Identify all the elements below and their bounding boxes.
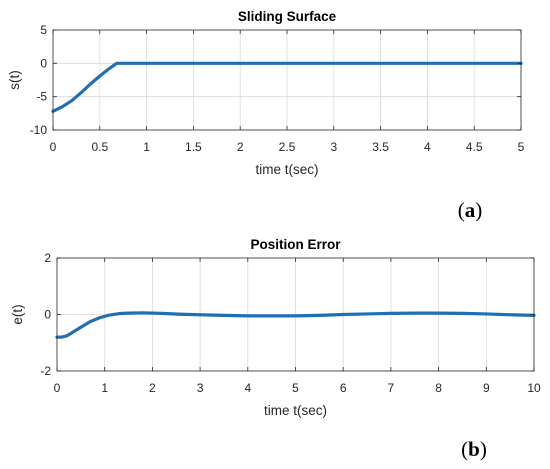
x-tick-label: 4.5 (466, 140, 483, 154)
y-tick-label: 0 (44, 308, 51, 322)
x-tick-label: 1 (143, 140, 150, 154)
y-tick-label: 5 (40, 23, 47, 37)
x-tick-label: 4 (244, 381, 251, 395)
x-tick-label: 3 (330, 140, 337, 154)
x-tick-label: 3 (197, 381, 204, 395)
x-axis-label: time t(sec) (264, 403, 327, 418)
x-tick-label: 1 (101, 381, 108, 395)
x-tick-label: 6 (340, 381, 347, 395)
x-tick-label: 5 (518, 140, 525, 154)
chart-title: Position Error (250, 237, 341, 252)
x-tick-label: 4 (424, 140, 431, 154)
chart-title: Sliding Surface (238, 9, 337, 24)
x-tick-label: 0 (50, 140, 57, 154)
x-tick-label: 5 (292, 381, 299, 395)
x-tick-label: 7 (388, 381, 395, 395)
y-tick-label: 2 (44, 251, 51, 265)
y-axis-label: e(t) (10, 304, 25, 324)
x-tick-label: 9 (483, 381, 490, 395)
y-tick-label: 0 (40, 56, 47, 70)
x-axis-label: time t(sec) (255, 162, 318, 177)
series-line (51, 61, 523, 113)
panel-label: (a) (458, 198, 483, 222)
y-tick-label: -5 (36, 90, 47, 104)
series-line (55, 311, 536, 339)
x-tick-label: 2 (149, 381, 156, 395)
x-tick-label: 3.5 (372, 140, 389, 154)
panel-label: (b) (461, 437, 487, 461)
y-tick-label: -2 (40, 364, 51, 378)
x-tick-label: 0 (54, 381, 61, 395)
chart-panel-a: 0 0.5 1 1.5 2 2.5 3 3.5 4 4.5 5 -10 -5 0 5 Sliding Surf… (7, 9, 525, 222)
x-tick-label: 1.5 (185, 140, 202, 154)
y-tick-label: -10 (30, 123, 48, 137)
y-axis-label: s(t) (7, 70, 22, 90)
x-tick-label: 0.5 (91, 140, 108, 154)
x-tick-label: 2 (237, 140, 244, 154)
x-tick-label: 2.5 (279, 140, 296, 154)
x-tick-label: 8 (435, 381, 442, 395)
x-tick-label: 10 (527, 381, 541, 395)
